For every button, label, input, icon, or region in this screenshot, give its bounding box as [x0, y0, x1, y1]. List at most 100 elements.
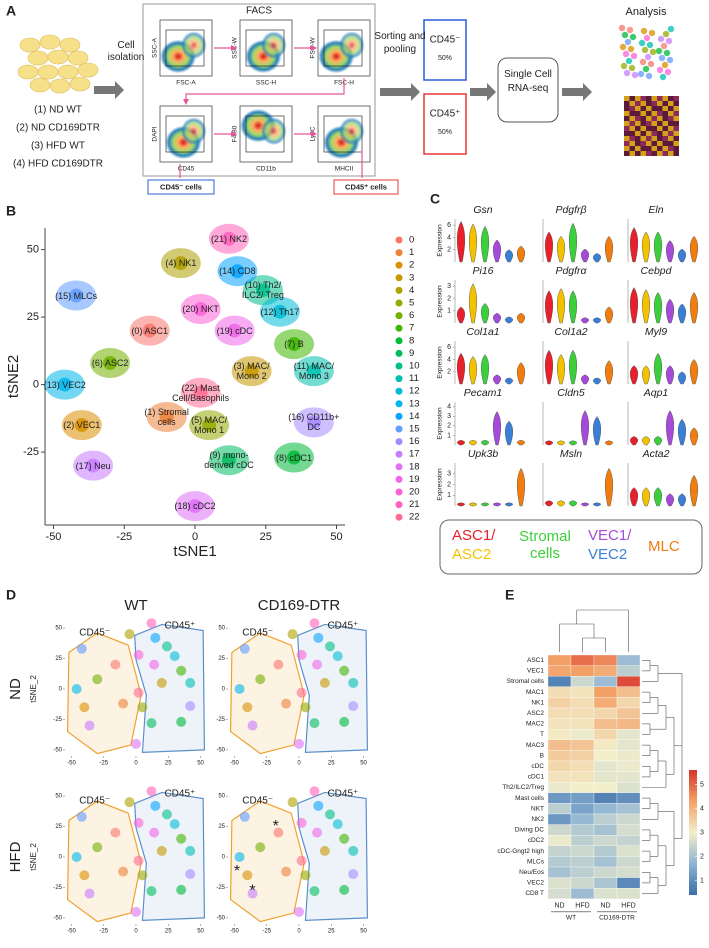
legend-swatch [395, 501, 403, 509]
analysis-thumbnail-cell [624, 96, 630, 101]
legend-swatch [395, 375, 403, 383]
analysis-thumbnail-dot [648, 29, 656, 37]
cell [59, 37, 81, 53]
cluster-dot [84, 720, 95, 731]
analysis-thumbnail-dot [629, 33, 637, 41]
y-tick-label: 50 [218, 794, 225, 800]
cluster-core [188, 499, 202, 514]
violin [642, 289, 650, 324]
violin [481, 502, 489, 507]
x-tick-label: 25 [260, 531, 272, 543]
violin [569, 500, 577, 507]
violin [593, 253, 601, 263]
colorbar-label: 4 [700, 805, 704, 812]
violin [457, 440, 465, 446]
facs-gate [165, 29, 205, 67]
cluster-dot [133, 649, 144, 660]
analysis-thumbnail-cell [646, 151, 652, 156]
x-tick-label: 25 [165, 929, 172, 935]
cluster-dot [309, 886, 320, 897]
row-label: cDC1 [528, 774, 545, 781]
cluster-dot [339, 716, 350, 727]
panel-label: C [430, 191, 440, 207]
x-tick-label: 0 [134, 761, 138, 767]
pool-share: 50% [438, 129, 452, 136]
analysis-thumbnail-cell [657, 96, 663, 101]
row-label: MAC1 [526, 689, 544, 696]
violin [569, 290, 577, 324]
violin [505, 377, 513, 385]
legend-label: 3 [409, 272, 414, 283]
cluster-dot [273, 827, 284, 838]
violin [605, 467, 613, 507]
cluster-annotation: (18) cDC2 [174, 501, 216, 512]
cluster-dot [133, 855, 144, 866]
condition: (2) ND CD169DTR [16, 123, 100, 134]
analysis-thumbnail-cell [629, 141, 635, 146]
legend-label: 4 [409, 285, 414, 296]
analysis-thumbnail-cell [651, 141, 657, 146]
cluster-core [227, 323, 242, 338]
legend-box [439, 519, 703, 575]
legend-swatch [395, 450, 403, 458]
analysis-thumbnail-cell [673, 146, 679, 151]
analysis-thumbnail-cell [657, 101, 663, 106]
row-label: CD8 T [525, 890, 544, 897]
sequencing-box [497, 57, 559, 123]
legend-label: 17 [409, 449, 420, 460]
gate-label: CD45⁻ cells [160, 182, 202, 191]
gene-name: Pdgfrα [555, 265, 587, 277]
y-tick-label: 3 [447, 413, 451, 420]
cluster-dot [348, 677, 359, 688]
x-axis-title: tSNE1 [173, 543, 216, 560]
cluster-dot [150, 800, 161, 811]
violin [493, 374, 501, 385]
legend-label: 14 [409, 411, 420, 422]
y-tick-label: -50 [216, 915, 225, 921]
violin [678, 371, 686, 385]
cluster-dot [137, 702, 148, 713]
legend-label: Stromal cells [519, 528, 571, 562]
analysis-thumbnail-cell [646, 106, 652, 111]
cluster-dot [131, 906, 141, 917]
cluster-dot [146, 886, 157, 897]
violin [604, 440, 614, 446]
analysis-thumbnail-dot [624, 38, 632, 46]
analysis-thumbnail-cell [668, 126, 674, 131]
analysis-thumbnail-cell [673, 131, 679, 136]
analysis-thumbnail-cell [673, 106, 679, 111]
gate-label: CD45⁺ [327, 788, 358, 799]
cluster-dot [309, 718, 320, 729]
cluster-dot [312, 659, 323, 670]
pool-label: CD45⁻ [430, 35, 461, 46]
row-label: cDC [531, 763, 544, 770]
flow-arrow [94, 81, 124, 99]
analysis-thumbnail-dot [643, 34, 651, 42]
gate-label: CD45⁻ [242, 628, 273, 639]
violin [545, 349, 553, 385]
analysis-thumbnail-dot [656, 66, 664, 74]
analysis-thumbnail-dot [649, 48, 657, 56]
analysis-thumbnail-cell [662, 126, 668, 131]
legend-label: VEC2 [588, 546, 628, 563]
facs-x-label: SSC-H [256, 80, 277, 87]
facs-gate [165, 115, 205, 153]
cluster-dot [169, 819, 180, 830]
cluster-dot [255, 674, 266, 685]
violin [581, 410, 589, 446]
cluster-dot [294, 738, 304, 749]
violin [654, 352, 662, 385]
analysis-thumbnail-dot [642, 65, 650, 73]
analysis-thumbnail-dot [657, 35, 665, 43]
gene-name: Col1a1 [466, 326, 499, 338]
violin [654, 436, 662, 446]
legend-swatch [395, 387, 403, 395]
analysis-title: Analysis [626, 6, 667, 18]
column-label: HFD [575, 903, 589, 910]
facs-density [180, 117, 207, 146]
analysis-thumbnail-cell [640, 111, 646, 116]
cluster-dot [313, 632, 324, 643]
cluster-dot [281, 866, 292, 877]
violin [593, 416, 601, 446]
y-tick-label: 1 [447, 432, 451, 439]
